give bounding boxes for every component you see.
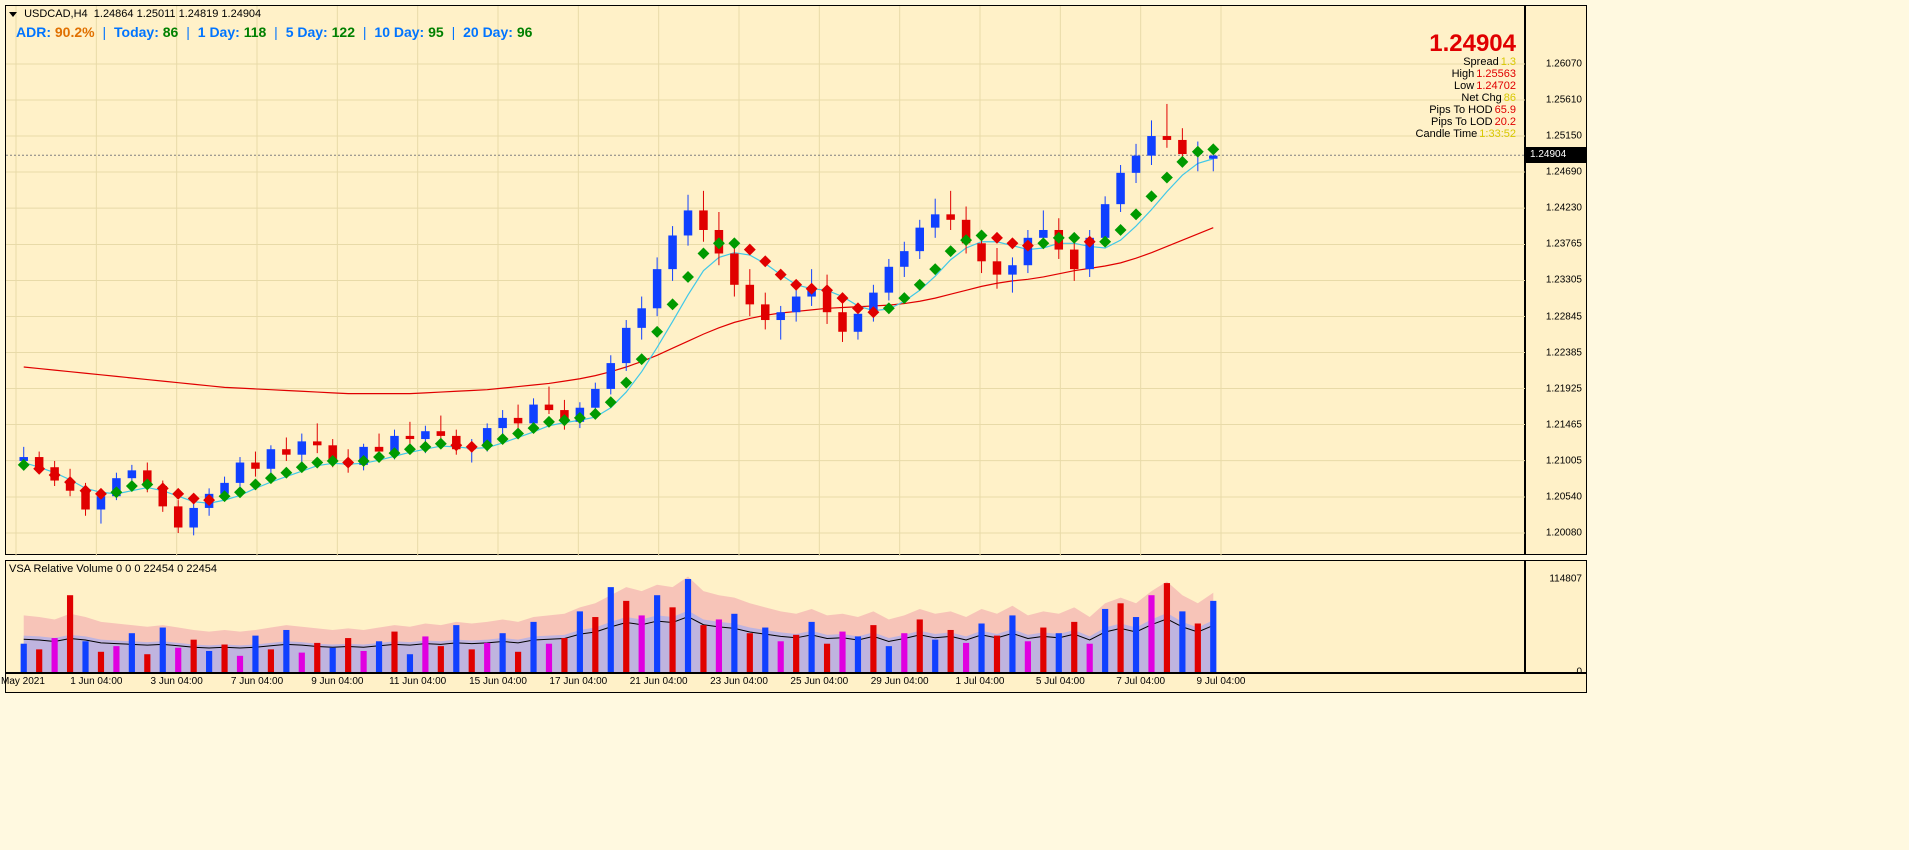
- y-tick-label: 1.23305: [1546, 275, 1582, 286]
- ohlc-values: 1.24864 1.25011 1.24819 1.24904: [94, 8, 261, 20]
- symbol-label: USDCAD: [24, 8, 70, 20]
- x-tick-label: 28 May 2021: [0, 676, 45, 687]
- x-tick-label: 29 Jun 04:00: [871, 676, 929, 687]
- x-tick-label: 9 Jun 04:00: [311, 676, 363, 687]
- x-tick-label: 17 Jun 04:00: [549, 676, 607, 687]
- current-price-big: 1.24904: [1429, 30, 1516, 58]
- info-row: Candle Time1:33:52: [1416, 128, 1516, 140]
- x-tick-label: 7 Jul 04:00: [1116, 676, 1165, 687]
- x-tick-label: 21 Jun 04:00: [630, 676, 688, 687]
- price-chart-svg: [6, 6, 1526, 556]
- volume-y-axis: 0114807: [1525, 560, 1587, 673]
- x-tick-label: 25 Jun 04:00: [790, 676, 848, 687]
- volume-svg: [6, 561, 1526, 674]
- y-tick-label: 1.26070: [1546, 59, 1582, 70]
- x-tick-label: 23 Jun 04:00: [710, 676, 768, 687]
- info-row: Net Chg86: [1461, 92, 1516, 104]
- x-tick-label: 15 Jun 04:00: [469, 676, 527, 687]
- info-row: High1.25563: [1452, 68, 1516, 80]
- y-tick-label: 1.20080: [1546, 527, 1582, 538]
- x-tick-label: 9 Jul 04:00: [1197, 676, 1246, 687]
- x-tick-label: 11 Jun 04:00: [389, 676, 446, 687]
- time-x-axis: 28 May 20211 Jun 04:003 Jun 04:007 Jun 0…: [5, 673, 1587, 693]
- y-tick-label: 1.24690: [1546, 167, 1582, 178]
- x-tick-label: 5 Jul 04:00: [1036, 676, 1085, 687]
- info-row: Pips To LOD20.2: [1431, 116, 1516, 128]
- y-tick-label: 1.23765: [1546, 239, 1582, 250]
- y-tick-label: 1.22845: [1546, 311, 1582, 322]
- y-tick-label: 1.21005: [1546, 455, 1582, 466]
- y-tick-label: 1.25150: [1546, 131, 1582, 142]
- vol-y-tick: 114807: [1549, 574, 1582, 585]
- volume-title: VSA Relative Volume 0 0 0 22454 0 22454: [9, 563, 217, 575]
- x-tick-label: 3 Jun 04:00: [151, 676, 203, 687]
- y-tick-label: 1.24230: [1546, 203, 1582, 214]
- chart-title: USDCAD,H4 1.24864 1.25011 1.24819 1.2490…: [9, 8, 261, 20]
- volume-pane[interactable]: VSA Relative Volume 0 0 0 22454 0 22454: [5, 560, 1525, 673]
- info-row: Spread1.3: [1463, 56, 1516, 68]
- y-tick-label: 1.21925: [1546, 383, 1582, 394]
- y-tick-label: 1.21465: [1546, 419, 1582, 430]
- x-tick-label: 1 Jul 04:00: [956, 676, 1005, 687]
- price-y-axis: 1.20080 1.20540 1.21005 1.21465 1.21925 1.223…: [1525, 5, 1587, 555]
- adr-indicator-bar: ADR: 90.2% | Today: 86 | 1 Day: 118 | 5 …: [16, 24, 532, 40]
- x-tick-label: 1 Jun 04:00: [70, 676, 122, 687]
- dropdown-caret-icon[interactable]: [9, 12, 17, 17]
- y-tick-label: 1.22385: [1546, 347, 1582, 358]
- info-row: Low1.24702: [1454, 80, 1516, 92]
- current-price-marker: 1.24904: [1526, 147, 1586, 163]
- y-tick-label: 1.20540: [1546, 491, 1582, 502]
- price-chart-pane[interactable]: USDCAD,H4 1.24864 1.25011 1.24819 1.2490…: [5, 5, 1525, 555]
- x-tick-label: 7 Jun 04:00: [231, 676, 283, 687]
- info-row: Pips To HOD65.9: [1429, 104, 1516, 116]
- y-tick-label: 1.25610: [1546, 95, 1582, 106]
